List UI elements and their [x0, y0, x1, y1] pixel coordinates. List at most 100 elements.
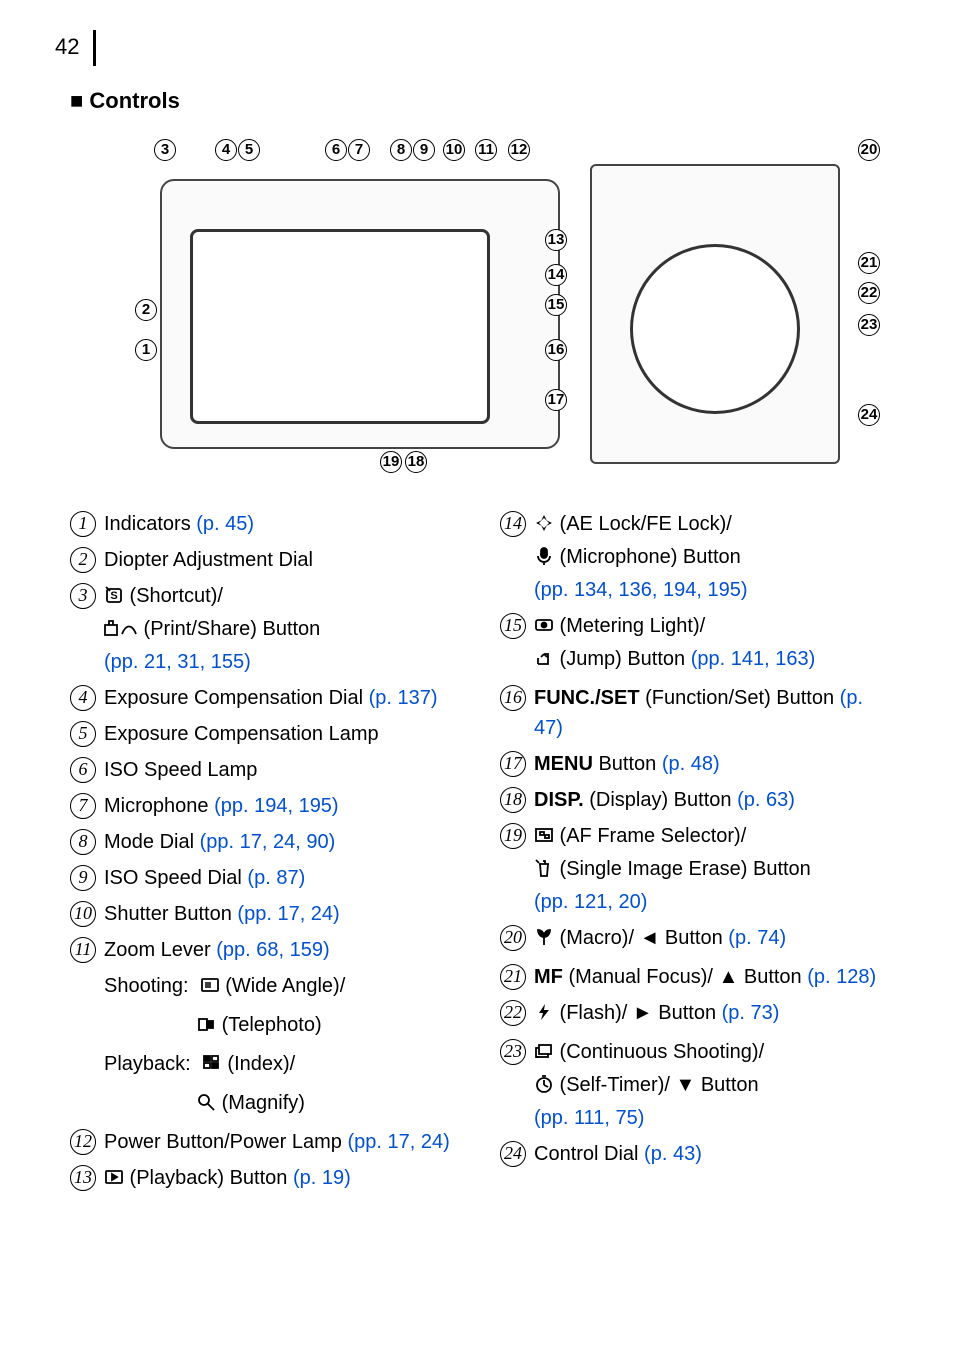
page-ref: (pp. 121, 20): [534, 891, 647, 913]
jump-icon: [534, 647, 554, 677]
legend-item-12: 12Power Button/Power Lamp (pp. 17, 24): [70, 1127, 464, 1157]
legend-item-14: 14 (AE Lock/FE Lock)/ (Microphone) Butto…: [500, 509, 894, 605]
item-number: 8: [70, 829, 96, 855]
item-number: 20: [500, 925, 526, 951]
item-line2-text: (Print/Share) Button: [138, 618, 320, 640]
item-number: 19: [500, 823, 526, 849]
item-text: Exposure Compensation Lamp: [104, 723, 379, 745]
legend-item-23: 23 (Continuous Shooting)/ (Self-Timer)/ …: [500, 1037, 894, 1133]
page-ref: (p. 19): [293, 1167, 351, 1189]
legend-item-8: 8Mode Dial (pp. 17, 24, 90): [70, 827, 464, 857]
item-bold-label: DISP.: [534, 789, 584, 811]
page-ref: (p. 128): [807, 966, 876, 988]
item-text: (Playback) Button: [124, 1167, 293, 1189]
callout-5: 5: [238, 139, 260, 161]
playback-icon: [104, 1166, 124, 1196]
macro-icon: [534, 926, 554, 956]
left-column: 1Indicators (p. 45)2Diopter Adjustment D…: [70, 509, 464, 1202]
item-number: 11: [70, 937, 96, 963]
item-body: (Continuous Shooting)/ (Self-Timer)/ ▼ B…: [534, 1037, 894, 1133]
control-dial-circle: [630, 244, 800, 414]
callout-1: 1: [135, 339, 157, 361]
item-text: Microphone: [104, 795, 214, 817]
item-body: Control Dial (p. 43): [534, 1139, 894, 1169]
item-text: Shutter Button: [104, 903, 237, 925]
arrow-right-icon: ►: [633, 1002, 653, 1024]
index-icon: [202, 1052, 222, 1082]
callout-4: 4: [215, 139, 237, 161]
index-text: (Index)/: [227, 1053, 295, 1075]
item-text: Mode Dial: [104, 831, 200, 853]
item-text: (Continuous Shooting)/: [554, 1041, 764, 1063]
callout-8: 8: [390, 139, 412, 161]
metering-icon: [534, 614, 554, 644]
item-number: 15: [500, 613, 526, 639]
legend-item-9: 9ISO Speed Dial (p. 87): [70, 863, 464, 893]
item-body: Diopter Adjustment Dial: [104, 545, 464, 575]
item-body: (Flash)/ ► Button (p. 73): [534, 998, 894, 1031]
item-bold-label: MF: [534, 966, 563, 988]
item-text: (Metering Light)/: [554, 615, 705, 637]
item-body: ISO Speed Lamp: [104, 755, 464, 785]
item-text2: Button: [738, 966, 807, 988]
item-text2: Button: [653, 1002, 722, 1024]
legend-columns: 1Indicators (p. 45)2Diopter Adjustment D…: [70, 509, 894, 1202]
camera-screen: [190, 229, 490, 424]
page-ref: (pp. 111, 75): [534, 1107, 644, 1129]
item-bold-label: MENU: [534, 753, 593, 775]
tele-text: (Telephoto): [222, 1014, 322, 1036]
item-text: (AE Lock/FE Lock)/: [554, 513, 732, 535]
item-line2-text: (Self-Timer)/: [554, 1074, 675, 1096]
section-title: Controls: [70, 84, 894, 117]
item-text: Exposure Compensation Dial: [104, 687, 369, 709]
page-ref: (pp. 17, 24): [347, 1131, 449, 1153]
callout-3: 3: [154, 139, 176, 161]
callout-11: 11: [475, 139, 497, 161]
item-number: 5: [70, 721, 96, 747]
item-body: (AF Frame Selector)/ (Single Image Erase…: [534, 821, 894, 917]
item-body: MF (Manual Focus)/ ▲ Button (p. 128): [534, 962, 894, 992]
legend-item-24: 24Control Dial (p. 43): [500, 1139, 894, 1169]
printshare-icon: [104, 617, 138, 647]
callout-23: 23: [858, 314, 880, 336]
playback-label: Playback:: [104, 1053, 191, 1075]
item-text2: Button: [695, 1074, 758, 1096]
legend-item-15: 15 (Metering Light)/ (Jump) Button (pp. …: [500, 611, 894, 677]
callout-22: 22: [858, 282, 880, 304]
item-text: (Function/Set) Button: [640, 687, 840, 709]
legend-item-19: 19 (AF Frame Selector)/ (Single Image Er…: [500, 821, 894, 917]
callout-14: 14: [545, 264, 567, 286]
legend-item-16: 16FUNC./SET (Function/Set) Button (p. 47…: [500, 683, 894, 743]
item-number: 13: [70, 1165, 96, 1191]
item-number: 7: [70, 793, 96, 819]
page-ref: (p. 63): [737, 789, 795, 811]
item-number: 4: [70, 685, 96, 711]
legend-item-21: 21MF (Manual Focus)/ ▲ Button (p. 128): [500, 962, 894, 992]
legend-item-4: 4Exposure Compensation Dial (p. 137): [70, 683, 464, 713]
item-line2-text: (Microphone) Button: [554, 546, 741, 568]
item-line2-text: (Jump) Button: [554, 648, 691, 670]
callout-24: 24: [858, 404, 880, 426]
item-body: FUNC./SET (Function/Set) Button (p. 47): [534, 683, 894, 743]
legend-item-17: 17 MENU Button (p. 48): [500, 749, 894, 779]
page-ref: (pp. 141, 163): [691, 648, 816, 670]
item-text: Control Dial: [534, 1143, 644, 1165]
magnify-icon: [196, 1091, 216, 1121]
shortcut-icon: S: [104, 584, 124, 614]
magnify-text: (Magnify): [222, 1092, 305, 1114]
item-body: MENU Button (p. 48): [534, 749, 894, 779]
callout-20: 20: [858, 139, 880, 161]
legend-item-3: 3S (Shortcut)/ (Print/Share) Button(pp. …: [70, 581, 464, 677]
item-number: 2: [70, 547, 96, 573]
item-text2: Button: [659, 927, 728, 949]
callout-9: 9: [413, 139, 435, 161]
item-number: 17: [500, 751, 526, 777]
legend-item-22: 22 (Flash)/ ► Button (p. 73): [500, 998, 894, 1031]
item-body: Exposure Compensation Lamp: [104, 719, 464, 749]
wide-icon: [200, 974, 220, 1004]
callout-12: 12: [508, 139, 530, 161]
item-text: (AF Frame Selector)/: [554, 825, 746, 847]
item-number: 18: [500, 787, 526, 813]
item-body: DISP. (Display) Button (p. 63): [534, 785, 894, 815]
item-number: 1: [70, 511, 96, 537]
